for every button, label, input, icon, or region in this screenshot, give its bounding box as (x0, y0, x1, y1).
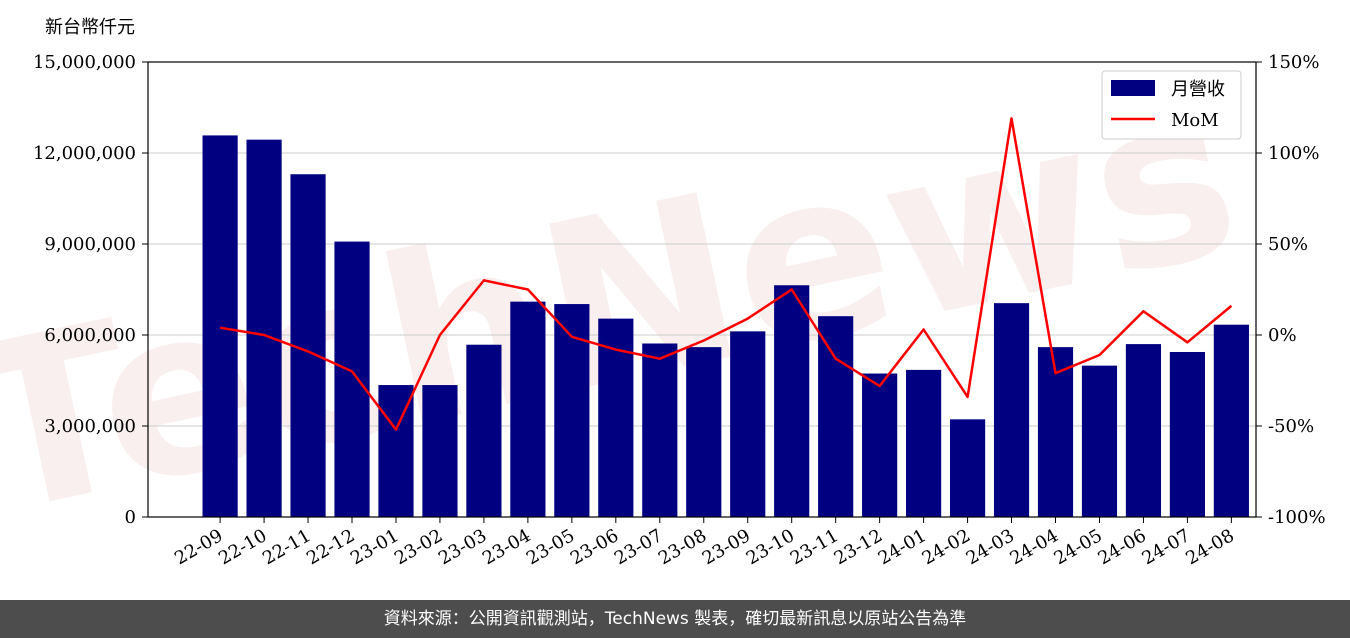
bar-24-06 (1125, 344, 1162, 517)
x-tick-label: 24-04 (1007, 525, 1062, 569)
bar-23-12 (862, 373, 898, 517)
y-right-tick-label: 0% (1268, 325, 1297, 346)
x-tick-label: 22-12 (303, 525, 358, 569)
plot-frame (147, 61, 1257, 518)
legend-label-mom: MoM (1171, 110, 1219, 131)
y-left-tick-label: 6,000,000 (44, 325, 136, 346)
y-left-tick-label: 15,000,000 (33, 52, 136, 73)
x-tick-label: 23-10 (743, 525, 798, 569)
mom-line (219, 117, 1233, 431)
x-tick-label: 23-07 (611, 525, 666, 569)
x-tick-label: 23-11 (787, 525, 842, 569)
y-right-tick-label: -50% (1268, 416, 1314, 437)
bar-24-05 (1081, 365, 1118, 517)
x-tick-label: 22-11 (259, 525, 314, 569)
bar-22-10 (246, 139, 282, 518)
x-tick-label: 24-01 (875, 525, 930, 569)
y-right-tick-label: 150% (1268, 52, 1319, 73)
bar-24-03 (993, 303, 1030, 517)
y-left-tick-label: 0 (125, 507, 136, 528)
y-right-tick-label: 50% (1268, 234, 1308, 255)
source-text: 資料來源：公開資訊觀測站，TechNews 製表，確切最新訊息以原站公告為準 (383, 609, 967, 629)
bar-22-09 (202, 135, 238, 517)
bar-23-03 (466, 344, 502, 517)
x-tick-label: 23-03 (435, 525, 490, 569)
bar-23-10 (774, 285, 810, 517)
y-right-tick-label: -100% (1268, 507, 1326, 528)
mom-line-layer (219, 117, 1233, 431)
x-tick-label: 24-06 (1095, 525, 1150, 569)
bar-23-04 (510, 301, 546, 517)
x-tick-label: 24-02 (919, 525, 974, 569)
bar-24-08 (1213, 324, 1249, 517)
x-tick-label: 24-07 (1138, 525, 1193, 569)
revenue-bars (202, 135, 1249, 518)
bar-23-08 (686, 347, 722, 517)
y-left-tick-label: 9,000,000 (44, 234, 136, 255)
bar-24-07 (1169, 351, 1205, 517)
bar-24-04 (1037, 347, 1074, 517)
bar-23-11 (818, 316, 854, 517)
revenue-chart: TechNews 03,000,0006,000,0009,000,00012,… (0, 17, 1326, 569)
legend: 月營收 MoM (1101, 70, 1242, 140)
y-left-unit-label: 新台幣仟元 (45, 17, 135, 38)
y-left-tick-label: 3,000,000 (44, 416, 136, 437)
x-tick-label: 24-03 (963, 525, 1018, 569)
y-right-tick-label: 100% (1268, 143, 1319, 164)
bar-24-02 (949, 419, 986, 517)
legend-label-revenue: 月營收 (1171, 79, 1225, 100)
legend-swatch-revenue (1111, 80, 1155, 96)
bar-23-09 (730, 331, 766, 517)
y-left-tick-label: 12,000,000 (33, 143, 136, 164)
bar-23-02 (422, 385, 458, 517)
x-tick-label: 23-01 (347, 525, 402, 569)
source-footer: 資料來源：公開資訊觀測站，TechNews 製表，確切最新訊息以原站公告為準 (0, 600, 1350, 638)
bar-22-12 (334, 241, 370, 517)
x-tick-label: 23-06 (567, 525, 622, 569)
x-tick-label: 23-12 (831, 525, 886, 569)
x-tick-label: 23-08 (655, 525, 710, 569)
x-tick-label: 24-05 (1051, 525, 1106, 569)
x-tick-label: 23-05 (523, 525, 578, 569)
x-tick-label: 23-02 (391, 525, 446, 569)
bar-22-11 (290, 174, 326, 517)
x-tick-label: 23-09 (699, 525, 754, 569)
x-tick-label: 23-04 (479, 525, 534, 569)
bar-23-07 (642, 343, 678, 517)
x-tick-label: 22-09 (171, 525, 226, 569)
x-tick-label: 24-08 (1182, 525, 1237, 569)
x-tick-label: 22-10 (215, 525, 270, 569)
bar-24-01 (906, 369, 942, 517)
